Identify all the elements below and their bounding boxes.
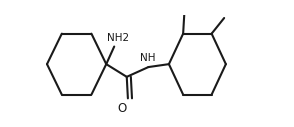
Text: NH2: NH2: [106, 33, 129, 43]
Text: NH: NH: [140, 53, 155, 63]
Text: O: O: [117, 102, 126, 115]
